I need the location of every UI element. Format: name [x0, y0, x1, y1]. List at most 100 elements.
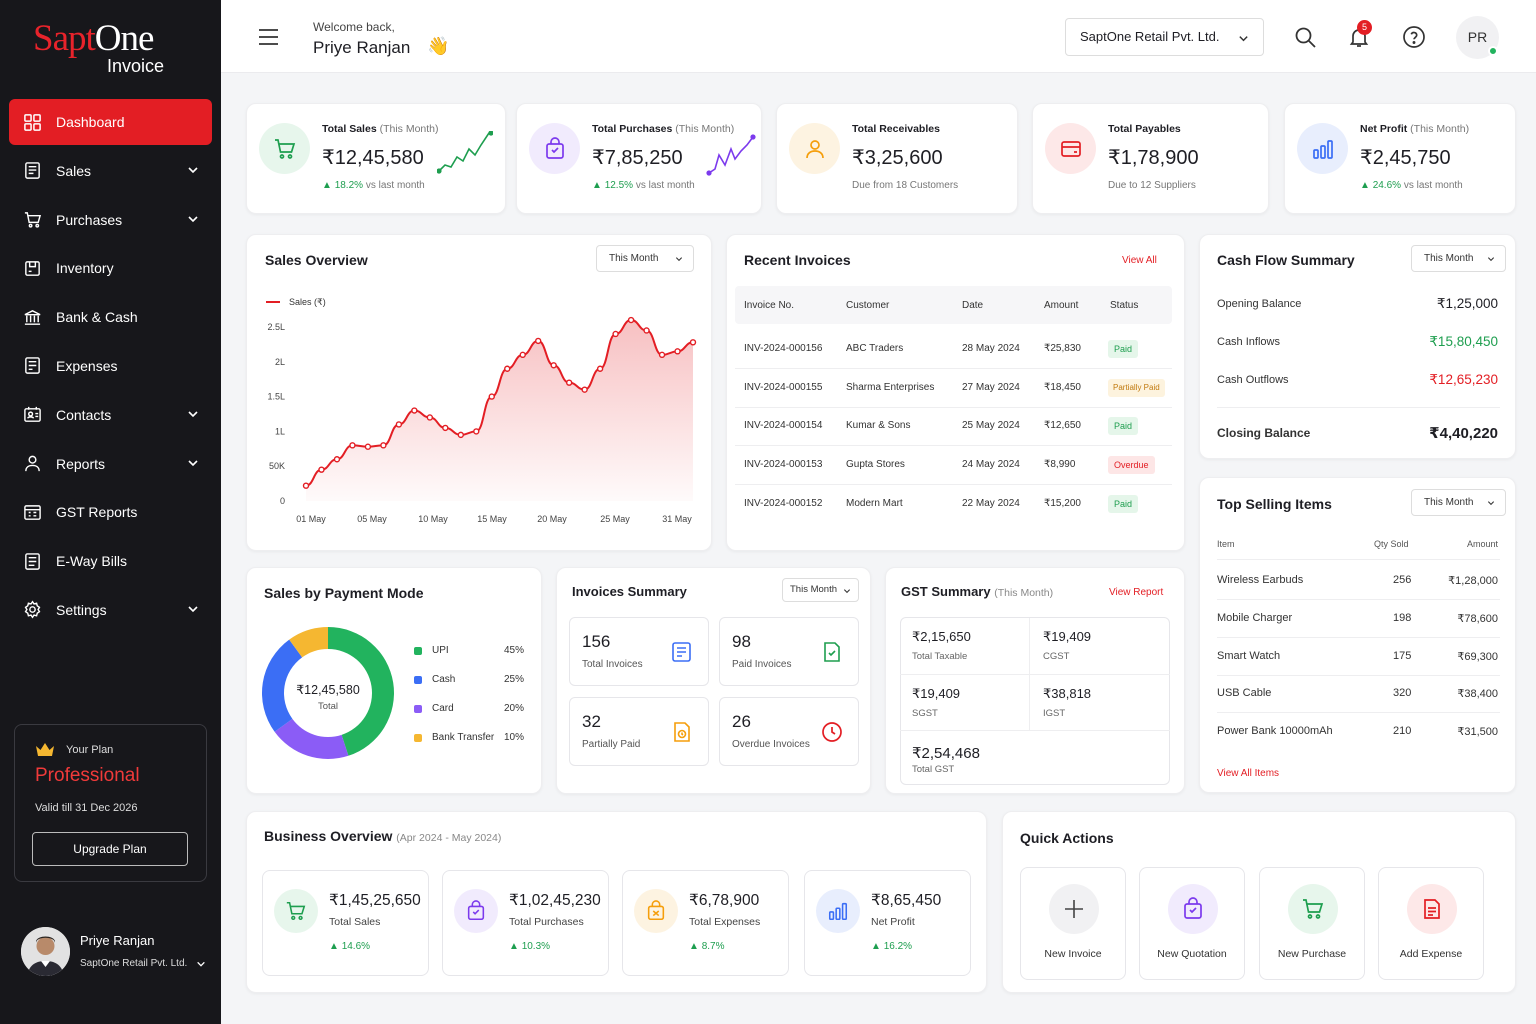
sidebar: SaptOne Invoice Dashboard Sales Purchase… [0, 0, 221, 1024]
total-invoices-box[interactable]: 156 Total Invoices [569, 617, 709, 686]
overview-total-sales[interactable]: ₹1,45,25,650 Total Sales ▲ 14.6% [262, 870, 429, 976]
app-logo[interactable]: SaptOne Invoice [33, 18, 193, 76]
new-invoice-button[interactable]: New Invoice [1020, 867, 1126, 980]
kpi-sub: Due to 12 Suppliers [1108, 180, 1196, 191]
sales-data-point[interactable] [565, 379, 573, 386]
chevron-down-icon[interactable] [187, 457, 199, 469]
legend-percent: 45% [504, 645, 525, 656]
kpi-total-sales[interactable]: Total Sales (This Month) ₹12,45,580 ▲ 18… [246, 103, 506, 214]
new-purchase-button[interactable]: New Purchase [1259, 867, 1365, 980]
chevron-down-icon[interactable] [187, 603, 199, 615]
sales-data-point[interactable] [658, 351, 666, 359]
period-dropdown[interactable]: This Month [1411, 245, 1506, 272]
company-select[interactable]: SaptOne Retail Pvt. Ltd. [1065, 18, 1264, 56]
sales-data-point[interactable] [457, 431, 465, 439]
kpi-total-purchases[interactable]: Total Purchases (This Month) ₹7,85,250 ▲… [516, 103, 762, 214]
sidebar-item-bank-cash[interactable]: Bank & Cash [9, 294, 212, 340]
user-profile[interactable]: Priye Ranjan SaptOne Retail Pvt. Ltd. [21, 927, 211, 979]
overview-net-profit[interactable]: ₹8,65,450 Net Profit ▲ 16.2% [804, 870, 971, 976]
sales-data-point[interactable] [318, 466, 325, 473]
sidebar-item-label: Expenses [56, 357, 118, 374]
invoice-number[interactable]: INV-2024-000156 [744, 343, 823, 354]
period-dropdown[interactable]: This Month [596, 245, 694, 272]
bar-chart-icon [828, 902, 848, 921]
overdue-invoices-box[interactable]: 26 Overdue Invoices [719, 697, 859, 766]
sidebar-item-inventory[interactable]: Inventory [9, 245, 212, 291]
sidebar-item-contacts[interactable]: Contacts [9, 392, 212, 438]
chevron-down-icon[interactable] [187, 164, 199, 176]
sales-data-point[interactable] [473, 428, 480, 435]
invoice-number[interactable]: INV-2024-000152 [744, 497, 823, 509]
sales-data-point[interactable] [674, 348, 681, 355]
sales-data-point[interactable] [596, 365, 604, 372]
view-all-invoices-link[interactable]: View All [1122, 255, 1157, 266]
donut-slice-bank-transfer[interactable] [289, 627, 328, 658]
invoice-number[interactable]: INV-2024-000153 [744, 459, 823, 471]
help-icon[interactable] [1402, 25, 1426, 49]
opening-balance-label: Opening Balance [1217, 298, 1302, 310]
sales-data-point[interactable] [364, 443, 372, 450]
sidebar-item-sales[interactable]: Sales [9, 148, 212, 194]
sidebar-item-gst-reports[interactable]: GST Reports [9, 489, 212, 535]
sales-data-point[interactable] [581, 386, 588, 393]
sales-data-point[interactable] [643, 327, 650, 334]
sales-data-point[interactable] [519, 351, 526, 359]
sidebar-item-reports[interactable]: Reports [9, 441, 212, 487]
sales-data-point[interactable] [550, 362, 557, 369]
kpi-total-receivables[interactable]: Total Receivables ₹3,25,600 Due from 18 … [776, 103, 1018, 214]
kpi-icon-wrap [529, 123, 580, 174]
sidebar-item-expenses[interactable]: Expenses [9, 343, 212, 389]
sales-data-point[interactable] [442, 424, 449, 432]
new-quotation-button[interactable]: New Quotation [1139, 867, 1245, 980]
view-all-items-link[interactable]: View All Items [1217, 768, 1280, 779]
donut-slice-cash[interactable] [262, 639, 303, 732]
chevron-down-icon[interactable] [187, 213, 199, 225]
sales-data-point[interactable] [627, 316, 635, 324]
avatar[interactable] [21, 927, 70, 976]
add-expense-button[interactable]: Add Expense [1378, 867, 1484, 980]
sales-data-point[interactable] [488, 393, 495, 400]
kpi-title: Total Sales (This Month) [322, 123, 439, 135]
sidebar-item-purchases[interactable]: Purchases [9, 197, 212, 243]
overview-total-expenses[interactable]: ₹6,78,900 Total Expenses ▲ 8.7% [622, 870, 789, 976]
sales-data-point[interactable] [426, 414, 434, 421]
chevron-down-icon[interactable] [196, 959, 206, 969]
divider [1217, 407, 1500, 408]
sales-data-point[interactable] [395, 421, 403, 428]
column-header: Amount [1044, 300, 1079, 311]
chevron-down-icon [843, 589, 851, 594]
kpi-total-payables[interactable]: Total Payables ₹1,78,900 Due to 12 Suppl… [1032, 103, 1269, 214]
sales-data-point[interactable] [349, 442, 356, 449]
partially-paid-box[interactable]: 32 Partially Paid [569, 697, 709, 766]
overview-icon-wrap [634, 889, 678, 933]
overview-total-purchases[interactable]: ₹1,02,45,230 Total Purchases ▲ 10.3% [442, 870, 609, 976]
kpi-net-profit[interactable]: Net Profit (This Month) ₹2,45,750 ▲ 24.6… [1284, 103, 1516, 214]
sales-data-point[interactable] [504, 365, 511, 372]
sidebar-item-settings[interactable]: Settings [9, 587, 212, 633]
paid-invoices-box[interactable]: 98 Paid Invoices [719, 617, 859, 686]
card-title: Top Selling Items [1217, 496, 1332, 512]
sales-data-point[interactable] [612, 330, 619, 338]
view-report-link[interactable]: View Report [1109, 587, 1164, 598]
invoice-number[interactable]: INV-2024-000155 [744, 381, 823, 393]
period-dropdown[interactable]: This Month [1411, 489, 1506, 516]
donut-slice-card[interactable] [274, 718, 349, 759]
action-label: Add Expense [1399, 948, 1463, 960]
sidebar-item-eway-bills[interactable]: E-Way Bills [9, 538, 212, 584]
sales-data-point[interactable] [333, 456, 341, 463]
period-dropdown[interactable]: This Month [782, 578, 859, 602]
sidebar-item-dashboard[interactable]: Dashboard [9, 99, 212, 145]
sales-data-point[interactable] [411, 407, 418, 414]
menu-icon[interactable] [258, 27, 279, 47]
upgrade-plan-button[interactable]: Upgrade Plan [32, 832, 188, 866]
sales-data-point[interactable] [535, 337, 542, 345]
logo-text-red: Sapt [33, 18, 96, 59]
sales-data-point[interactable] [689, 339, 697, 346]
donut-slice-upi[interactable] [328, 627, 395, 756]
chevron-down-icon[interactable] [187, 408, 199, 420]
cash-outflows-label: Cash Outflows [1217, 374, 1289, 386]
search-icon[interactable] [1293, 25, 1317, 49]
sales-data-point[interactable] [380, 442, 387, 449]
sales-data-point[interactable] [302, 482, 310, 489]
invoice-number[interactable]: INV-2024-000154 [744, 420, 823, 432]
